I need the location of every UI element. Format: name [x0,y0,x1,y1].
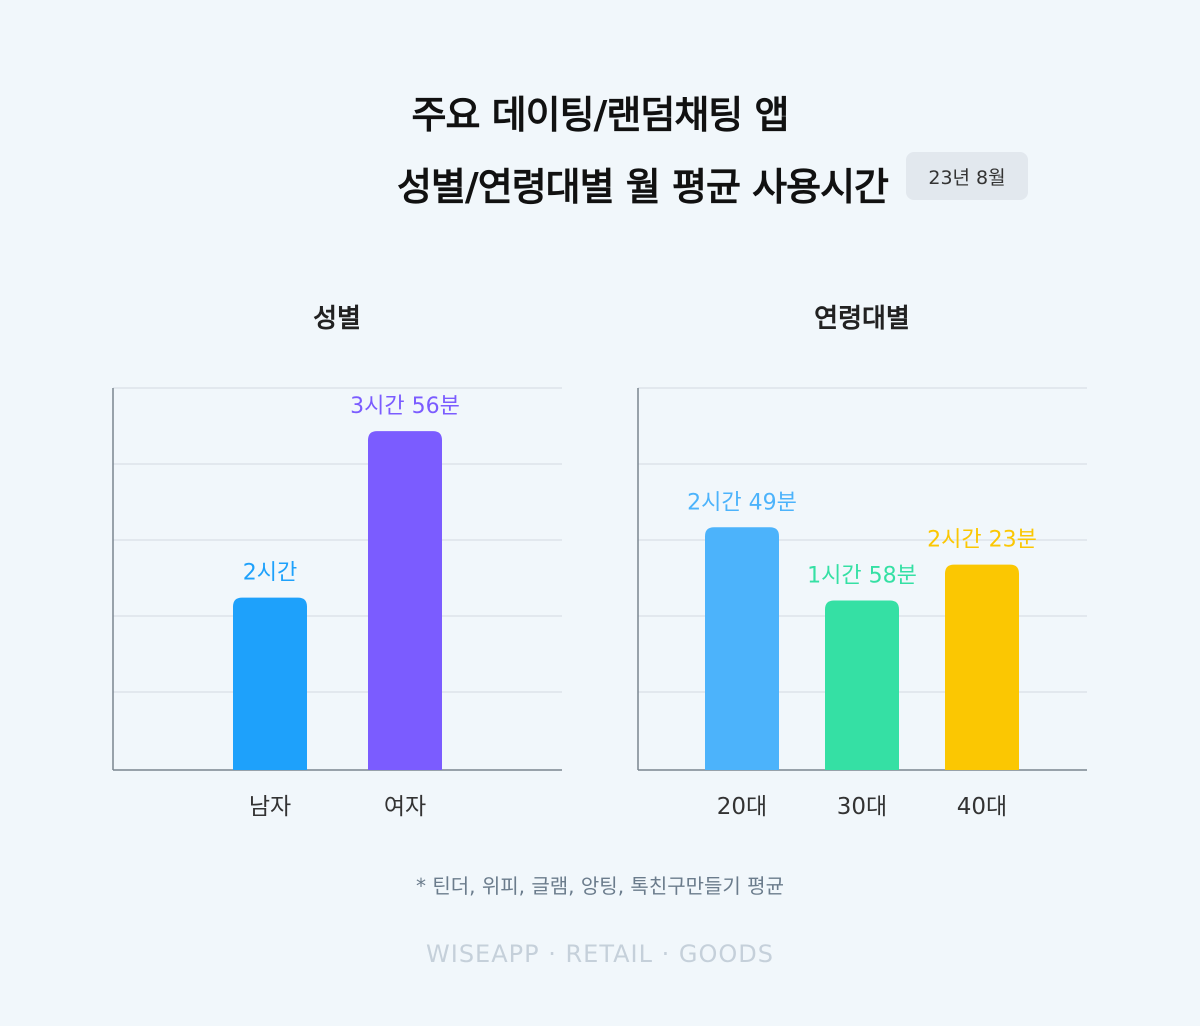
age-bar-0 [705,527,779,770]
age-bar-1 [825,600,899,770]
gender-chart-title: 성별 [313,304,361,334]
age-data-label-0: 2시간 49분 [687,490,797,515]
gender-category-label-1: 여자 [384,794,426,820]
age-category-label-2: 40대 [957,794,1007,820]
footnote: * 틴더, 위피, 글램, 앙팅, 톡친구만들기 평균 [416,874,784,898]
gender-data-label-0: 2시간 [243,561,297,586]
gender-bar-1 [368,431,442,770]
age-chart-title: 연령대별 [814,304,910,334]
age-data-label-2: 2시간 23분 [927,528,1037,553]
page-title-line-2: 성별/연령대별 월 평균 사용시간 [396,165,889,209]
age-category-label-1: 30대 [837,794,887,820]
age-category-label-0: 20대 [717,794,767,820]
gender-data-label-1: 3시간 56분 [350,394,460,419]
date-badge: 23년 8월 [906,152,1028,200]
gender-bar-0 [233,597,307,770]
age-bar-2 [945,564,1019,770]
age-data-label-1: 1시간 58분 [807,564,917,589]
brand-watermark: WISEAPP · RETAIL · GOODS [426,940,774,968]
page-title-line-1: 주요 데이팅/랜덤채팅 앱 [411,93,790,137]
gender-category-label-0: 남자 [249,794,291,820]
